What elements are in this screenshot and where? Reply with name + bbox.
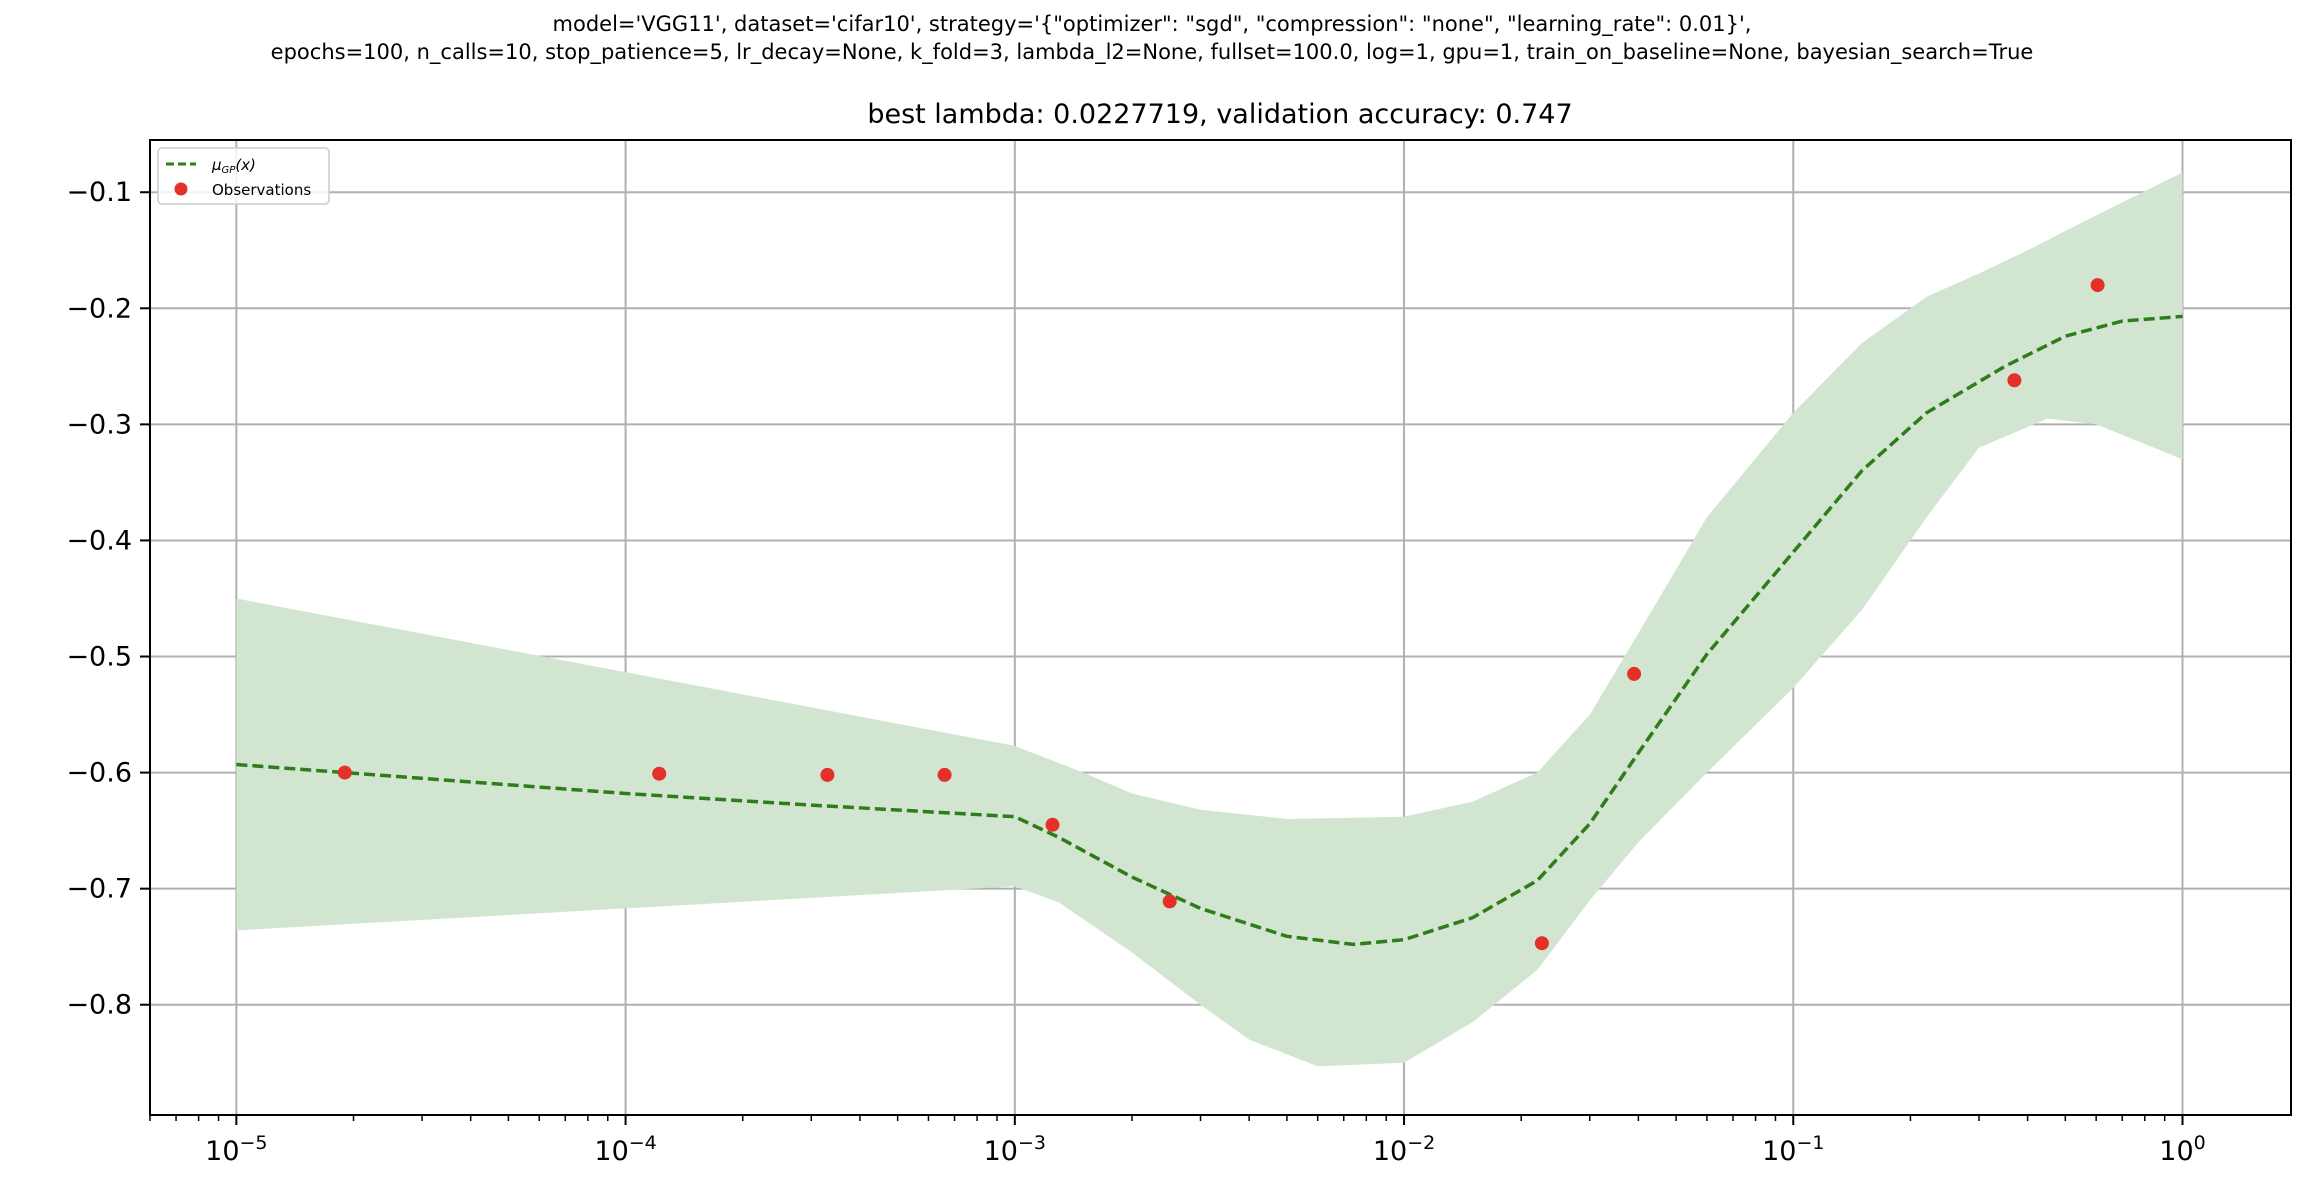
observation-point (820, 767, 835, 782)
observation-point (937, 767, 952, 782)
x-tick-label: 10−1 (1762, 1132, 1824, 1167)
legend-label-observations: Observations (212, 181, 311, 199)
observation-point (2007, 373, 2022, 388)
x-tick-label: 10−5 (205, 1132, 267, 1167)
x-tick-label: 100 (2159, 1132, 2205, 1167)
suptitle-line-2: epochs=100, n_calls=10, stop_patience=5,… (270, 40, 2034, 64)
y-tick-label: −0.4 (66, 525, 132, 556)
y-tick-label: −0.7 (66, 874, 132, 905)
observation-point (1534, 936, 1549, 951)
y-tick-label: −0.3 (66, 409, 132, 440)
chart-title: best lambda: 0.0227719, validation accur… (867, 99, 1572, 130)
confidence-band-area (236, 172, 2183, 1067)
mean-line-group (236, 314, 2183, 947)
y-tick-label: −0.1 (66, 177, 132, 208)
legend-box (157, 147, 330, 205)
observation-point (1162, 894, 1177, 909)
suptitle-line-1: model='VGG11', dataset='cifar10', strate… (552, 12, 1752, 36)
x-tick-label: 10−4 (594, 1132, 656, 1167)
x-tick-label: 10−3 (984, 1132, 1046, 1167)
x-tick-label: 10−2 (1373, 1132, 1435, 1167)
observation-point (1045, 817, 1060, 832)
plot-frame (149, 139, 2292, 1116)
x-axis: 10−5 10−4 10−3 10−2 10−1 100 (149, 1115, 2206, 1167)
y-tick-label: −0.2 (66, 293, 132, 324)
y-tick-label: −0.6 (66, 758, 132, 789)
legend-label-mean: μGP(x) (211, 156, 256, 176)
confidence-band (236, 172, 2183, 1067)
observation-point (1627, 666, 1642, 681)
observation-point (2090, 278, 2105, 293)
observation-point (652, 766, 667, 781)
observation-point (337, 765, 352, 780)
legend: μGP(x) Observations (157, 147, 330, 205)
observation-points (337, 278, 2105, 951)
legend-swatch-observations (174, 182, 188, 196)
y-tick-label: −0.8 (66, 990, 132, 1021)
mean-line (236, 314, 2183, 947)
y-tick-label: −0.5 (66, 642, 132, 673)
y-axis: −0.1 −0.2 −0.3 −0.4 −0.5 −0.6 −0.7 −0.8 (66, 177, 150, 1021)
